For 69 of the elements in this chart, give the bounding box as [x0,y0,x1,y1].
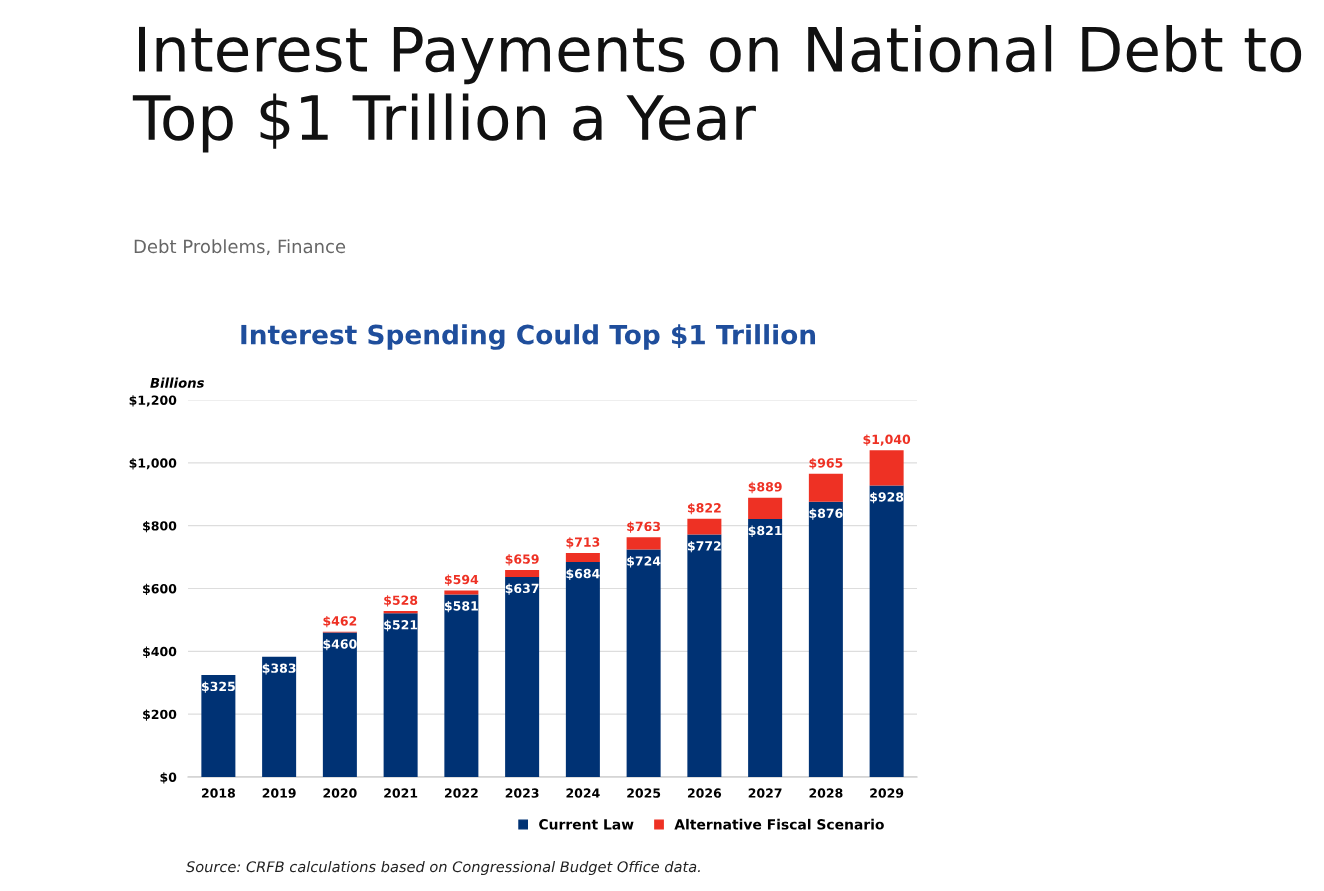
y-tick-label: $600 [143,583,177,596]
bar [748,519,783,777]
y-tick-label: $1,000 [129,458,177,470]
bar [201,674,236,777]
data-label: $637 [505,583,539,595]
total-label: $713 [566,537,600,549]
bar [565,553,600,563]
bar [869,485,904,777]
data-label: $684 [566,568,600,580]
bar [322,632,357,777]
data-label: $928 [870,491,904,504]
total-label: $462 [323,615,357,628]
bar [565,562,600,777]
data-label: $724 [627,556,661,568]
bar [808,501,843,777]
bar [626,549,661,777]
y-tick-label: $200 [143,709,177,721]
y-tick-label: $1,200 [129,395,177,407]
bar [687,518,722,535]
legend-label: Current Law [539,819,634,830]
total-label: $1,040 [863,434,911,446]
x-tick-label: 2027 [748,788,782,798]
data-label: $521 [384,619,418,632]
data-label: $772 [687,540,721,553]
x-tick-label: 2028 [809,788,843,798]
x-tick-label: 2026 [687,788,722,798]
source-note: Source: CRFB calculations based on Congressional Budget Office data. [186,860,700,876]
data-label: $325 [201,681,235,693]
bar [383,613,418,777]
bar [505,576,540,777]
x-tick-label: 2020 [323,788,357,798]
data-label: $383 [262,663,296,675]
chart-title: Interest Payments on National Debt to Top $1 Trillion a Year [132,25,1302,153]
bar [687,534,722,777]
data-label: $460 [323,639,357,651]
total-label: $659 [505,554,539,566]
total-label: $594 [444,574,479,586]
total-label: $889 [748,481,782,494]
bar [444,590,479,595]
bar [808,473,843,502]
y-tick-label: $800 [143,520,177,533]
x-tick-label: 2029 [870,788,904,798]
bar [626,537,661,550]
x-tick-label: 2021 [384,788,418,798]
total-label: $822 [687,502,721,515]
x-tick-label: 2018 [201,788,235,798]
bar [444,594,479,777]
legend-label: Alternative Fiscal Scenario [674,818,884,830]
x-tick-label: 2024 [566,788,600,798]
x-tick-label: 2023 [505,788,539,798]
x-tick-label: 2025 [627,788,661,798]
total-label: $965 [809,457,843,470]
bar [383,611,418,614]
bar [262,656,297,777]
data-label: $581 [444,600,478,613]
y-tick-label: $0 [160,772,177,784]
total-label: $528 [384,595,418,607]
data-label: $876 [809,508,843,520]
bar [748,497,783,520]
y-axis-title: Billions [150,377,204,388]
text: Debt Problems, Finance [134,239,346,256]
bar [869,450,904,486]
chart-subtitle: Interest Spending Could Top $1 Trillion [241,324,816,350]
y-tick-label: $400 [143,646,177,658]
total-label: $763 [627,521,661,533]
x-tick-label: 2022 [444,788,478,798]
bar [505,569,540,577]
data-label: $821 [748,525,782,537]
x-tick-label: 2019 [262,788,296,798]
